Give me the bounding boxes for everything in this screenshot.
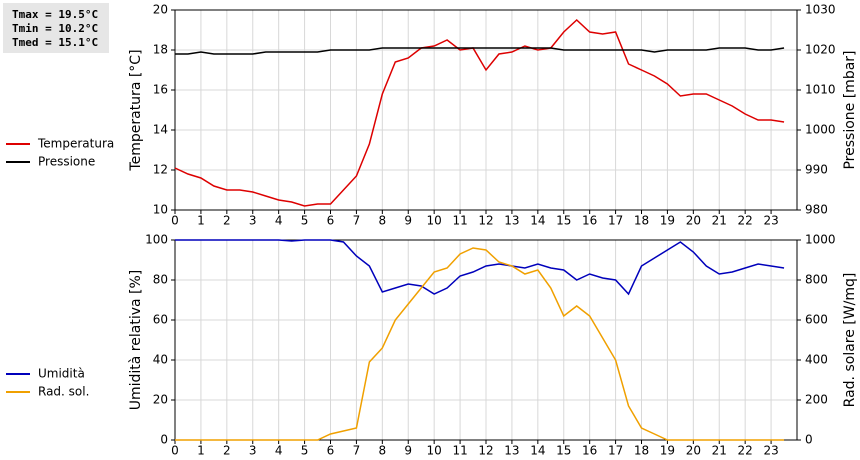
- plot-frame: [174, 9, 798, 211]
- x-tick-label: 12: [478, 214, 493, 228]
- x-tick-label: 19: [660, 444, 675, 458]
- stat-text: Tmax = 19.5°C: [12, 8, 98, 21]
- x-tick-label: 22: [738, 214, 753, 228]
- x-tick-label: 15: [556, 214, 571, 228]
- x-tick-label: 7: [353, 214, 361, 228]
- x-tick-label: 17: [608, 214, 623, 228]
- x-tick-label: 21: [712, 444, 727, 458]
- x-tick-label: 6: [327, 214, 335, 228]
- y-tick-label: 60: [153, 313, 168, 327]
- x-tick-label: 1: [197, 214, 205, 228]
- stat-text: Tmed = 15.1°C: [12, 36, 98, 49]
- x-tick-label: 5: [301, 214, 309, 228]
- x-tick-label: 4: [275, 444, 283, 458]
- x-tick-label: 3: [249, 214, 257, 228]
- y2-tick-label: 1020: [805, 43, 836, 57]
- y-axis-label: Umidità relativa [%]: [128, 270, 144, 411]
- y-tick-label: 100: [145, 233, 168, 247]
- stats-box: [3, 3, 109, 53]
- x-tick-label: 5: [301, 444, 309, 458]
- x-tick-label: 17: [608, 444, 623, 458]
- y2-tick-label: 1030: [805, 3, 836, 17]
- x-tick-label: 8: [379, 444, 387, 458]
- x-tick-label: 2: [223, 444, 231, 458]
- series-line: [174, 18, 785, 207]
- x-tick-label: 2: [223, 214, 231, 228]
- x-tick-label: 4: [275, 214, 283, 228]
- x-tick-label: 9: [404, 214, 412, 228]
- x-tick-label: 19: [660, 214, 675, 228]
- y-tick-label: 10: [153, 203, 168, 217]
- legend-label: Rad. sol.: [38, 385, 89, 399]
- stat-text: Tmin = 10.2°C: [12, 22, 98, 35]
- y-tick-label: 18: [153, 43, 168, 57]
- series-line: [175, 47, 785, 55]
- x-tick-label: 0: [171, 444, 179, 458]
- y-tick-label: 16: [153, 83, 168, 97]
- x-tick-label: 16: [582, 444, 597, 458]
- y-tick-label: 20: [153, 3, 168, 17]
- x-tick-label: 14: [530, 214, 545, 228]
- series-line: [175, 247, 785, 441]
- y2-tick-label: 1000: [805, 123, 836, 137]
- x-tick-label: 13: [504, 444, 519, 458]
- x-tick-label: 8: [379, 214, 387, 228]
- y2-tick-label: 990: [805, 163, 828, 177]
- x-tick-label: 23: [763, 214, 778, 228]
- x-tick-label: 13: [504, 214, 519, 228]
- y-tick-label: 14: [153, 123, 168, 137]
- y2-tick-label: 1010: [805, 83, 836, 97]
- x-tick-label: 14: [530, 444, 545, 458]
- x-tick-label: 22: [738, 444, 753, 458]
- x-tick-label: 21: [712, 214, 727, 228]
- y2-tick-label: 600: [805, 313, 828, 327]
- x-tick-label: 20: [686, 214, 701, 228]
- x-tick-label: 0: [171, 214, 179, 228]
- plot-frame: [174, 239, 798, 441]
- y-tick-label: 80: [153, 273, 168, 287]
- x-tick-label: 15: [556, 444, 571, 458]
- y-tick-label: 12: [153, 163, 168, 177]
- y2-tick-label: 400: [805, 353, 828, 367]
- y2-axis-label: Pressione [mbar]: [842, 50, 858, 169]
- x-tick-label: 10: [427, 444, 442, 458]
- x-tick-label: 12: [478, 444, 493, 458]
- y-tick-label: 20: [153, 393, 168, 407]
- legend-label: Temperatura: [37, 137, 114, 151]
- x-tick-label: 23: [763, 444, 778, 458]
- y2-tick-label: 0: [805, 433, 813, 447]
- x-tick-label: 11: [452, 444, 467, 458]
- y2-tick-label: 1000: [805, 233, 836, 247]
- y-axis-label: Temperatura [°C]: [128, 49, 144, 171]
- x-tick-label: 6: [327, 444, 335, 458]
- x-tick-label: 20: [686, 444, 701, 458]
- x-tick-label: 18: [634, 214, 649, 228]
- y2-tick-label: 800: [805, 273, 828, 287]
- y2-axis-label: Rad. solare [W/mq]: [842, 273, 858, 408]
- x-tick-label: 9: [404, 444, 412, 458]
- y-tick-label: 40: [153, 353, 168, 367]
- x-tick-label: 18: [634, 444, 649, 458]
- y2-tick-label: 200: [805, 393, 828, 407]
- x-tick-label: 16: [582, 214, 597, 228]
- x-tick-label: 7: [353, 444, 361, 458]
- y-tick-label: 0: [160, 433, 168, 447]
- series-line: [175, 239, 785, 296]
- legend-label: Pressione: [38, 155, 95, 169]
- legend-label: Umidità: [38, 367, 85, 381]
- x-tick-label: 11: [452, 214, 467, 228]
- y2-tick-label: 980: [805, 203, 828, 217]
- x-tick-label: 3: [249, 444, 257, 458]
- x-tick-label: 10: [427, 214, 442, 228]
- x-tick-label: 1: [197, 444, 205, 458]
